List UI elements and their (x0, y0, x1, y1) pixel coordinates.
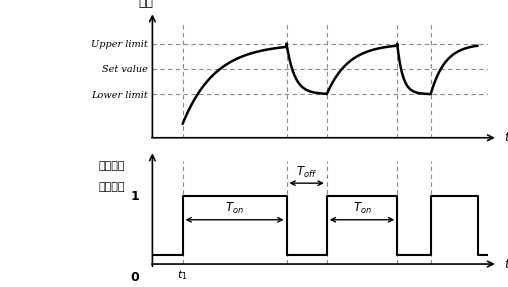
Text: $T_{on}$: $T_{on}$ (225, 201, 244, 216)
Text: 温控设备: 温控设备 (99, 161, 125, 171)
Text: 温度: 温度 (138, 0, 153, 9)
Text: 启停犰态: 启停犰态 (99, 182, 125, 192)
Text: 0: 0 (130, 271, 139, 284)
Text: 1: 1 (130, 190, 139, 203)
Text: $t$: $t$ (504, 131, 508, 144)
Text: $t_1$: $t_1$ (177, 268, 188, 282)
Text: $t$: $t$ (504, 257, 508, 271)
Text: $T_{off}$: $T_{off}$ (296, 164, 317, 180)
Text: $T_{on}$: $T_{on}$ (353, 201, 371, 216)
